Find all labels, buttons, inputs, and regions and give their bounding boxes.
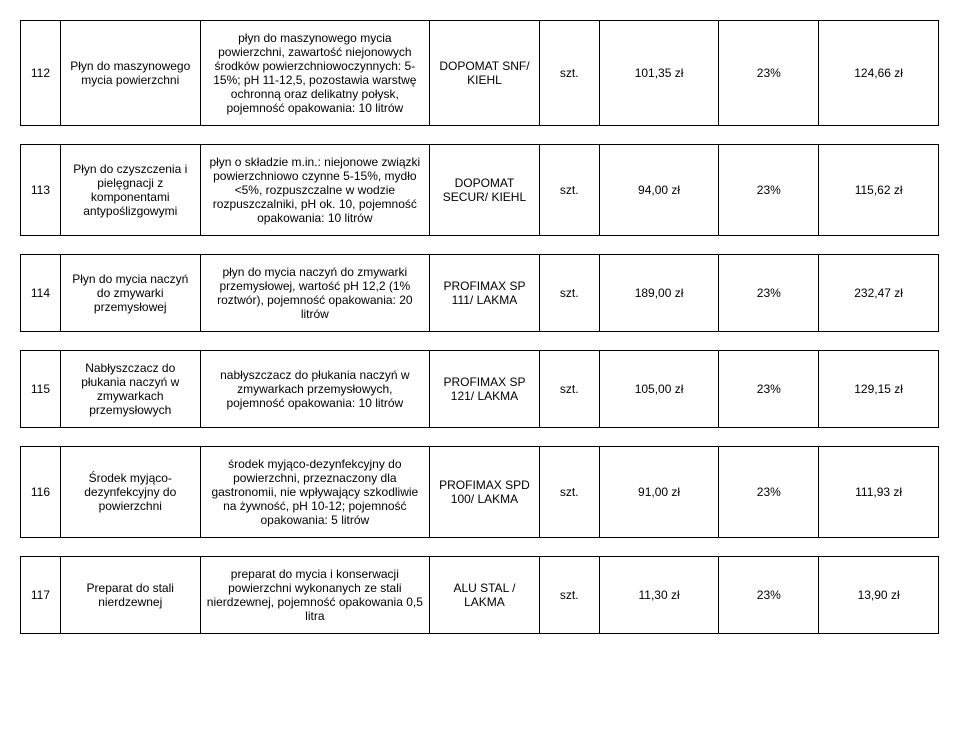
gross-price: 111,93 zł <box>819 447 939 538</box>
gross-price: 115,62 zł <box>819 145 939 236</box>
product-name: Płyn do czyszczenia i pielęgnacji z komp… <box>60 145 200 236</box>
vat-rate: 23% <box>719 145 819 236</box>
row-number: 115 <box>21 351 61 428</box>
product-name: Środek myjąco-dezynfekcyjny do powierzch… <box>60 447 200 538</box>
gross-price: 13,90 zł <box>819 557 939 634</box>
net-price: 11,30 zł <box>599 557 719 634</box>
unit: szt. <box>539 145 599 236</box>
net-price: 189,00 zł <box>599 255 719 332</box>
row-number: 112 <box>21 21 61 126</box>
product-description: płyn o składzie m.in.: niejonowe związki… <box>200 145 429 236</box>
product-description: płyn do mycia naczyń do zmywarki przemys… <box>200 255 429 332</box>
row-number: 113 <box>21 145 61 236</box>
unit: szt. <box>539 351 599 428</box>
net-price: 91,00 zł <box>599 447 719 538</box>
spacer-row <box>21 236 939 255</box>
product-code: PROFIMAX SP 121/ LAKMA <box>430 351 540 428</box>
table-row: 116Środek myjąco-dezynfekcyjny do powier… <box>21 447 939 538</box>
vat-rate: 23% <box>719 447 819 538</box>
products-table: 112Płyn do maszynowego mycia powierzchni… <box>20 20 939 634</box>
table-row: 117Preparat do stali nierdzewnejpreparat… <box>21 557 939 634</box>
vat-rate: 23% <box>719 21 819 126</box>
net-price: 101,35 zł <box>599 21 719 126</box>
vat-rate: 23% <box>719 557 819 634</box>
product-name: Płyn do mycia naczyń do zmywarki przemys… <box>60 255 200 332</box>
product-name: Preparat do stali nierdzewnej <box>60 557 200 634</box>
product-name: Nabłyszczacz do płukania naczyń w zmywar… <box>60 351 200 428</box>
product-code: PROFIMAX SP 111/ LAKMA <box>430 255 540 332</box>
row-number: 114 <box>21 255 61 332</box>
spacer-row <box>21 332 939 351</box>
row-number: 116 <box>21 447 61 538</box>
product-code: DOPOMAT SECUR/ KIEHL <box>430 145 540 236</box>
table-row: 114Płyn do mycia naczyń do zmywarki prze… <box>21 255 939 332</box>
product-code: DOPOMAT SNF/ KIEHL <box>430 21 540 126</box>
spacer-row <box>21 538 939 557</box>
net-price: 105,00 zł <box>599 351 719 428</box>
table-row: 115Nabłyszczacz do płukania naczyń w zmy… <box>21 351 939 428</box>
gross-price: 232,47 zł <box>819 255 939 332</box>
row-number: 117 <box>21 557 61 634</box>
table-row: 112Płyn do maszynowego mycia powierzchni… <box>21 21 939 126</box>
unit: szt. <box>539 21 599 126</box>
product-code: ALU STAL / LAKMA <box>430 557 540 634</box>
gross-price: 124,66 zł <box>819 21 939 126</box>
unit: szt. <box>539 255 599 332</box>
product-name: Płyn do maszynowego mycia powierzchni <box>60 21 200 126</box>
gross-price: 129,15 zł <box>819 351 939 428</box>
product-description: nabłyszczacz do płukania naczyń w zmywar… <box>200 351 429 428</box>
vat-rate: 23% <box>719 351 819 428</box>
unit: szt. <box>539 557 599 634</box>
product-description: preparat do mycia i konserwacji powierzc… <box>200 557 429 634</box>
product-description: środek myjąco-dezynfekcyjny do powierzch… <box>200 447 429 538</box>
table-row: 113Płyn do czyszczenia i pielęgnacji z k… <box>21 145 939 236</box>
net-price: 94,00 zł <box>599 145 719 236</box>
vat-rate: 23% <box>719 255 819 332</box>
unit: szt. <box>539 447 599 538</box>
product-code: PROFIMAX SPD 100/ LAKMA <box>430 447 540 538</box>
spacer-row <box>21 126 939 145</box>
product-description: płyn do maszynowego mycia powierzchni, z… <box>200 21 429 126</box>
spacer-row <box>21 428 939 447</box>
